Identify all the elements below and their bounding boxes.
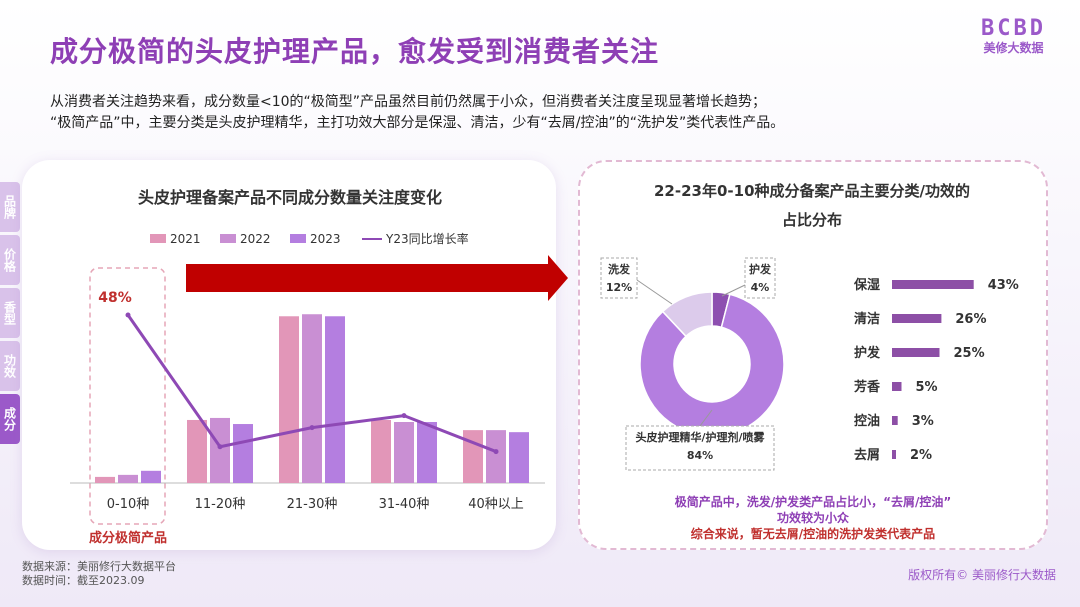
growth-point-31-40种 <box>401 413 407 419</box>
hbar-label-芳香: 芳香 <box>854 379 881 395</box>
side-tab-ingredient[interactable]: 成分 <box>0 394 20 444</box>
bar-2023-11-20种 <box>233 424 253 483</box>
pie-title-line-2: 占比分布 <box>782 211 842 229</box>
hbar-label-保湿: 保湿 <box>853 277 880 293</box>
bar-2022-11-20种 <box>210 417 230 483</box>
hbar-清洁 <box>892 314 942 323</box>
side-tab-scent[interactable]: 香型 <box>0 288 20 338</box>
growth-point-40种以上 <box>493 449 499 455</box>
hbar-去屑 <box>892 450 896 459</box>
pie-callout-value-essence: 84% <box>687 449 713 462</box>
page-title: 成分极简的头皮护理产品，愈发受到消费者关注 <box>50 35 660 68</box>
bar-2021-21-30种 <box>279 316 299 483</box>
growth-point-21-30种 <box>309 425 315 431</box>
pie-callout-value-wash: 12% <box>606 281 632 294</box>
bar-chart-title: 头皮护理备案产品不同成分数量关注度变化 <box>138 188 442 207</box>
bar-2022-40种以上 <box>486 430 506 483</box>
legend-label-2022: 2022 <box>240 232 271 246</box>
bar-2023-40种以上 <box>509 432 529 483</box>
bar-2021-0-10种 <box>95 476 115 483</box>
side-tab-brand[interactable]: 品牌 <box>0 182 20 232</box>
intro-line-2: “极简产品”中，主要分类是头皮护理精华，主打功效大部分是保湿、清洁，少有“去屑/… <box>50 115 785 131</box>
source-line: 数据来源：美丽修行大数据平台 <box>22 560 176 573</box>
pie-callout-name-essence: 头皮护理精华/护理剂/喷雾 <box>635 430 765 444</box>
pie-callout-value-hair: 4% <box>751 281 770 294</box>
hbar-label-控油: 控油 <box>854 413 880 429</box>
bar-2023-21-30种 <box>325 316 345 483</box>
bar-2022-21-30种 <box>302 314 322 483</box>
hbar-护发 <box>892 348 940 357</box>
logo-subtitle: 美修大数据 <box>983 41 1044 55</box>
pie-callout-name-wash: 洗发 <box>608 262 631 276</box>
highlight-label: 成分极简产品 <box>89 530 167 546</box>
pie-leader-essence <box>699 409 713 427</box>
trend-arrow <box>186 255 568 301</box>
hbar-label-清洁: 清洁 <box>854 311 880 327</box>
right-chart-card <box>578 160 1048 550</box>
side-tab-price[interactable]: 价格 <box>0 235 20 285</box>
pie-slice-头皮护理精华/护理剂/喷雾 <box>639 293 785 437</box>
note-line-1: 极简产品中，洗发/护发类产品占比小，“去屑/控油” <box>674 495 952 509</box>
x-tick-label-21-30种: 21-30种 <box>287 497 338 512</box>
pie-callout-box-hair <box>744 257 776 299</box>
legend-swatch-2021 <box>150 234 166 243</box>
pie-leader-wash <box>636 279 673 305</box>
intro-text: 从消费者关注趋势来看，成分数量<10的“极简型”产品虽然目前仍然属于小众，但消费… <box>50 92 784 134</box>
bar-2021-11-20种 <box>187 419 207 483</box>
time-line: 数据时间：截至2023.09 <box>22 574 145 587</box>
hbar-芳香 <box>892 382 902 391</box>
hbar-label-护发: 护发 <box>854 345 881 361</box>
bar-2022-0-10种 <box>118 474 138 483</box>
x-tick-label-11-20种: 11-20种 <box>195 497 246 512</box>
hbar-value-护发: 25% <box>954 346 985 361</box>
growth-label-0-10: 48% <box>98 290 132 306</box>
x-tick-label-0-10种: 0-10种 <box>107 497 150 512</box>
side-tab-efficacy[interactable]: 功效 <box>0 341 20 391</box>
hbar-value-控油: 3% <box>912 414 934 429</box>
pie-callout-box-essence <box>625 425 775 471</box>
bar-2022-31-40种 <box>394 422 414 483</box>
bar-2023-0-10种 <box>141 470 161 483</box>
logo-mark: BCBD <box>981 16 1046 41</box>
side-tabs: 品牌 价格 香型 功效 成分 <box>0 182 20 447</box>
pie-leader-hair <box>721 284 746 297</box>
bar-2023-31-40种 <box>417 422 437 483</box>
hbar-控油 <box>892 416 898 425</box>
legend-label-2023: 2023 <box>310 232 341 246</box>
legend-label-2021: 2021 <box>170 232 201 246</box>
note-line-3: 综合来说，暂无去屑/控油的洗护发类代表产品 <box>690 527 936 541</box>
hbar-value-清洁: 26% <box>955 312 986 327</box>
x-tick-label-31-40种: 31-40种 <box>379 497 430 512</box>
brand-logo: BCBD 美修大数据 <box>981 16 1046 56</box>
hbar-保湿 <box>892 280 974 289</box>
highlight-box <box>89 267 166 525</box>
note-line-2: 功效较为小众 <box>776 511 849 525</box>
copyright: 版权所有© 美丽修行大数据 <box>908 568 1056 582</box>
intro-line-1: 从消费者关注趋势来看，成分数量<10的“极简型”产品虽然目前仍然属于小众，但消费… <box>50 94 767 110</box>
pie-callout-box-wash <box>600 257 638 299</box>
pie-callout-name-hair: 护发 <box>749 262 772 276</box>
legend-label-growth: Y23同比增长率 <box>385 231 469 246</box>
growth-point-11-20种 <box>217 444 223 450</box>
legend-swatch-2022 <box>220 234 236 243</box>
hbar-value-去屑: 2% <box>910 448 932 463</box>
hbar-value-芳香: 5% <box>916 380 938 395</box>
hbar-value-保湿: 43% <box>988 278 1019 293</box>
conclusion-note: 极简产品中，洗发/护发类产品占比小，“去屑/控油” 功效较为小众 综合来说，暂无… <box>580 494 1046 542</box>
bar-2021-31-40种 <box>371 419 391 483</box>
bar-2021-40种以上 <box>463 430 483 483</box>
growth-point-0-10种 <box>125 312 131 318</box>
x-tick-label-40种以上: 40种以上 <box>468 497 524 512</box>
hbar-label-去屑: 去屑 <box>854 447 880 463</box>
pie-title-line-1: 22-23年0-10种成分备案产品主要分类/功效的 <box>654 182 970 200</box>
data-source: 数据来源：美丽修行大数据平台 数据时间：截至2023.09 <box>22 560 176 588</box>
pie-slice-洗发 <box>661 291 713 338</box>
legend-swatch-2023 <box>290 234 306 243</box>
